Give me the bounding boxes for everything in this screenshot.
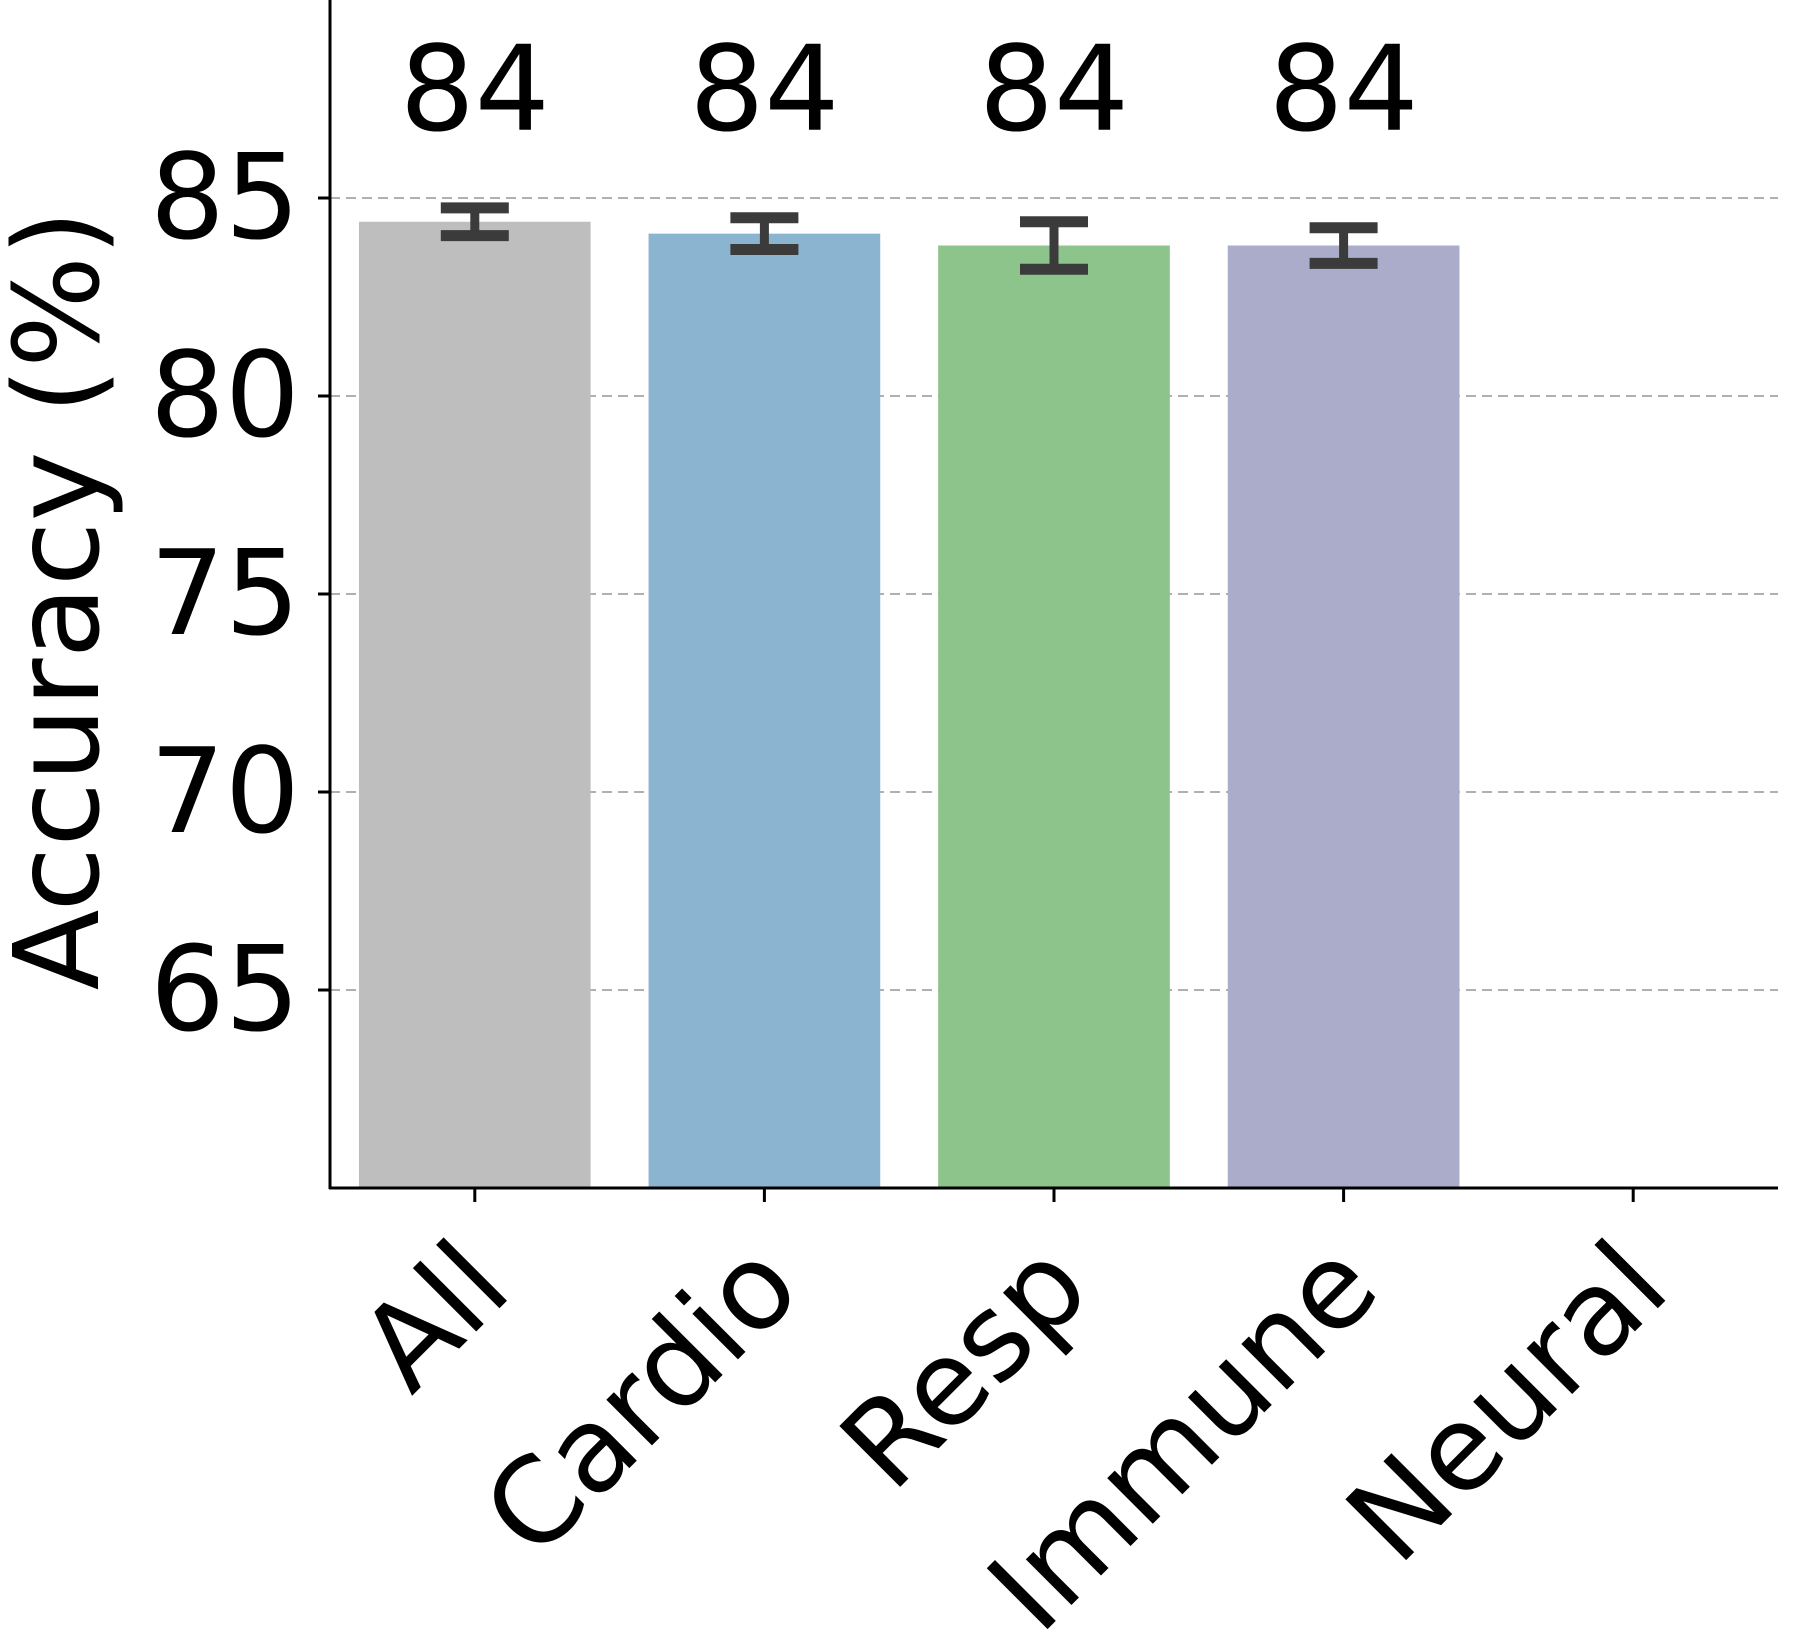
y-ticks: 65 70 75 80 85 <box>150 128 330 1058</box>
bar-value-label: 84 <box>979 20 1129 158</box>
y-tick-label: 75 <box>150 524 300 662</box>
x-tick-label: Cardio <box>457 1215 824 1582</box>
bar-value-label: 84 <box>689 20 839 158</box>
data-labels: 84 84 84 84 <box>400 20 1419 158</box>
y-tick-label: 65 <box>150 920 300 1058</box>
x-tick-label: All <box>334 1215 535 1416</box>
y-tick-label: 70 <box>150 722 300 860</box>
bar <box>648 233 881 1188</box>
bar <box>1227 245 1460 1188</box>
bars <box>358 221 1460 1188</box>
bar-value-label: 84 <box>1269 20 1419 158</box>
bar <box>938 245 1170 1188</box>
x-tick-label: Neural <box>1320 1215 1693 1588</box>
bar-value-label: 84 <box>400 20 550 158</box>
y-tick-label: 85 <box>150 128 300 266</box>
y-axis-label: Accuracy (%) <box>0 210 126 990</box>
y-tick-label: 80 <box>150 326 300 464</box>
error-bars <box>440 202 1378 275</box>
bar <box>358 221 591 1188</box>
